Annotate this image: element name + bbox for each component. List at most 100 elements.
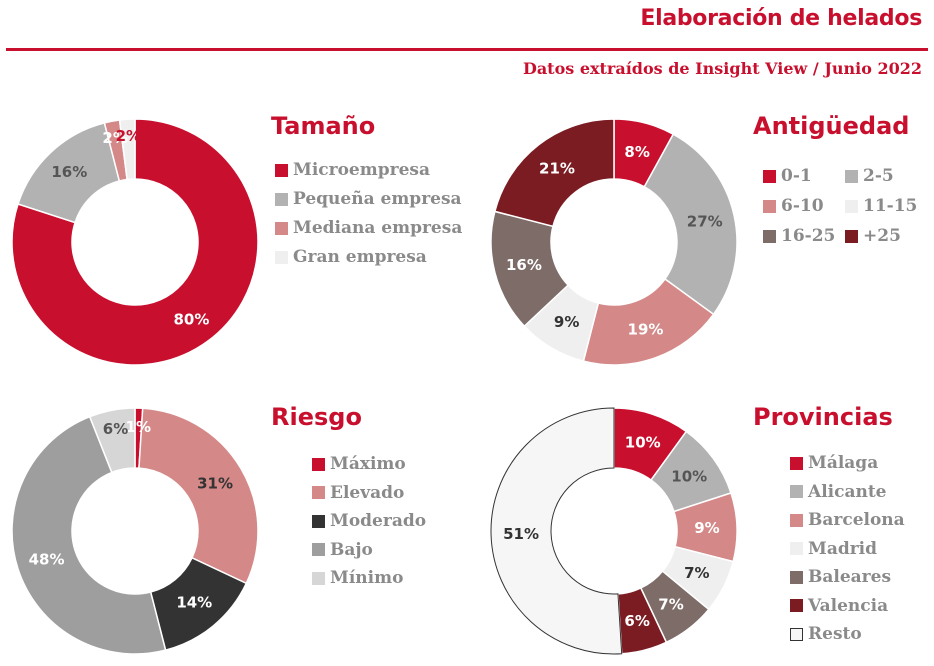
slice-label-25: 21%	[539, 160, 575, 178]
donut-chart-riesgo: 1% 31% 14% 48% 6%	[11, 407, 259, 655]
legend-swatch	[312, 571, 325, 585]
legend-item-malaga: Málaga	[790, 453, 878, 473]
donut-chart-antiguedad: 8% 27% 19% 9% 16% 21%	[490, 118, 738, 366]
legend-item-barcelona: Barcelona	[790, 510, 905, 530]
report-subtitle: Datos extraídos de Insight View / Junio …	[522, 59, 922, 78]
slice-label-pequena-empresa: 16%	[51, 163, 87, 181]
legend-item-alicante: Alicante	[790, 482, 887, 502]
slice-label-valencia: 6%	[624, 612, 649, 630]
legend-item-baleares: Baleares	[790, 567, 891, 587]
legend-label: Microempresa	[293, 160, 430, 180]
legend-swatch	[275, 221, 288, 235]
legend-swatch	[790, 485, 803, 498]
slice-label-maximo: 1%	[126, 418, 151, 436]
slice-label-elevado: 31%	[197, 475, 233, 493]
legend-item-25: +25	[845, 226, 901, 246]
legend-swatch	[312, 457, 325, 471]
legend-item-moderado: Moderado	[312, 511, 426, 531]
legend-label: Baleares	[808, 567, 892, 587]
legend-swatch	[790, 542, 803, 555]
slice-gran-empresa	[118, 118, 136, 181]
legend-item-16-25: 16-25	[763, 226, 835, 246]
legend-label: Resto	[808, 624, 862, 644]
slice-label-11-15: 9%	[554, 313, 579, 331]
legend-item-2-5: 2-5	[845, 166, 894, 186]
header-rule	[6, 48, 928, 51]
legend-swatch	[790, 513, 803, 527]
legend-label: Mediana empresa	[293, 218, 463, 238]
legend-swatch	[275, 163, 288, 177]
legend-swatch	[763, 169, 776, 183]
legend-label: 0-1	[781, 166, 812, 186]
slice-resto	[490, 407, 623, 655]
legend-swatch	[763, 199, 776, 213]
legend-item-microempresa: Microempresa	[275, 160, 430, 180]
legend-item-madrid: Madrid	[790, 539, 877, 559]
slice-label-baleares: 7%	[658, 595, 683, 613]
legend-swatch	[790, 456, 803, 470]
legend-label: Bajo	[330, 539, 373, 560]
legend-label: Valencia	[808, 595, 889, 616]
legend-item-pequena-empresa: Pequeña empresa	[275, 189, 462, 209]
slice-label-resto: 51%	[503, 525, 539, 543]
legend-item-0-1: 0-1	[763, 166, 812, 186]
slice-label-moderado: 14%	[176, 594, 212, 612]
slice-label-0-1: 8%	[624, 143, 649, 161]
legend-label: Gran empresa	[293, 247, 427, 267]
slice-label-6-10: 19%	[628, 321, 664, 339]
legend-item-bajo: Bajo	[312, 540, 373, 560]
legend-swatch	[790, 599, 803, 612]
legend-swatch	[763, 229, 776, 243]
chart-title-antiguedad: Antigüedad	[753, 112, 910, 140]
slice-label-alicante: 10%	[671, 467, 707, 485]
report-title: Elaboración de helados	[640, 6, 922, 31]
legend-item-valencia: Valencia	[790, 596, 888, 616]
slice-label-2-5: 27%	[687, 213, 723, 231]
chart-title-provincias: Provincias	[753, 403, 893, 431]
legend-swatch	[312, 543, 325, 556]
legend-label: 16-25	[781, 226, 836, 246]
legend-swatch	[790, 627, 803, 641]
legend-item-gran-empresa: Gran empresa	[275, 247, 427, 267]
slice-label-bajo: 48%	[29, 551, 65, 569]
slice-elevado	[138, 407, 259, 585]
donut-chart-tamano: 80% 16% 2%2%	[11, 118, 259, 366]
legend-label: 11-15	[863, 196, 918, 216]
legend-label: Barcelona	[808, 510, 905, 530]
legend-swatch	[845, 199, 858, 213]
legend-label: 6-10	[781, 196, 824, 216]
legend-item-11-15: 11-15	[845, 196, 917, 216]
slice-2-5	[643, 133, 738, 316]
slice-label-mediana-empresa: 2%	[102, 129, 127, 147]
slice-label-16-25: 16%	[506, 256, 542, 274]
legend-swatch	[275, 250, 288, 264]
legend-swatch	[312, 514, 325, 528]
legend-label: Máximo	[330, 454, 406, 474]
legend-label: Madrid	[808, 538, 878, 559]
legend-label: Pequeña empresa	[293, 189, 462, 209]
legend-label: Moderado	[330, 511, 427, 531]
slice-microempresa	[11, 118, 259, 366]
slice-label-madrid: 7%	[684, 564, 709, 582]
legend-label: Mínimo	[330, 568, 404, 588]
slice-label-malaga: 10%	[625, 434, 661, 452]
legend-label: 2-5	[863, 166, 894, 186]
slice-minimo	[88, 407, 136, 474]
donut-chart-provincias: 10% 10% 9% 7%7% 6% 51%	[490, 407, 738, 655]
legend-swatch	[275, 192, 288, 206]
legend-label: +25	[863, 226, 901, 246]
legend-item-minimo: Mínimo	[312, 568, 403, 588]
slice-25	[493, 118, 615, 228]
legend-item-resto: Resto	[790, 624, 862, 644]
legend-label: Málaga	[808, 453, 879, 473]
legend-item-maximo: Máximo	[312, 454, 406, 474]
chart-title-riesgo: Riesgo	[271, 403, 362, 431]
legend-swatch	[845, 229, 858, 243]
slice-label-microempresa: 80%	[173, 311, 209, 329]
legend-label: Alicante	[808, 481, 887, 502]
legend-swatch	[790, 570, 803, 584]
legend-item-elevado: Elevado	[312, 483, 404, 503]
legend-label: Elevado	[330, 482, 405, 503]
slice-label-minimo: 6%	[103, 420, 128, 438]
legend-swatch	[312, 486, 325, 499]
